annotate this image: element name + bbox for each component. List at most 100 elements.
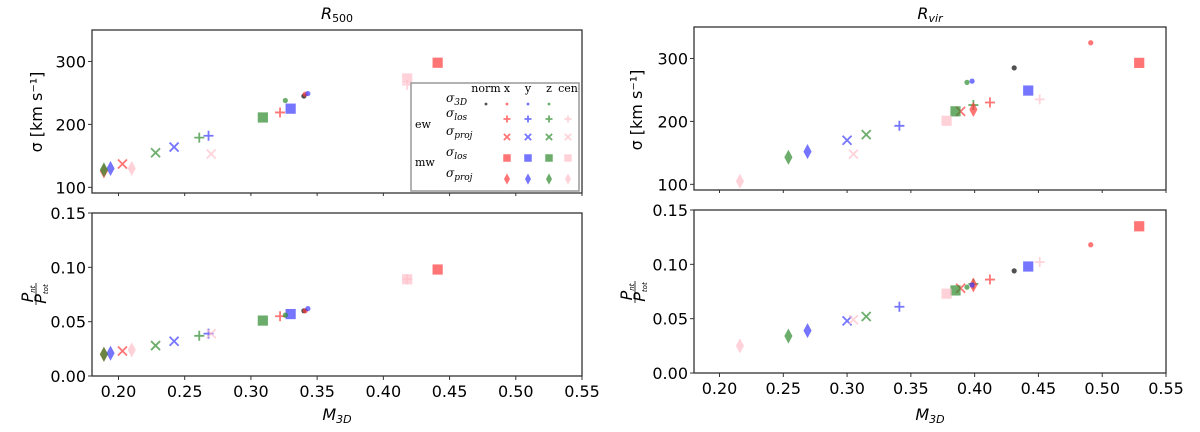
x-tick-label: 0.50 — [498, 382, 534, 401]
legend-group-label: mw — [415, 156, 435, 169]
legend-marker-ew-los-cen — [564, 115, 572, 123]
y-tick-label: 0.00 — [652, 364, 688, 383]
point-norm-3D-x — [1088, 40, 1094, 46]
point-mw-proj-cen — [127, 160, 136, 177]
x-tick-label: 0.55 — [1148, 379, 1184, 398]
point-mw-proj-y — [106, 160, 115, 177]
legend-row-label: σlos — [446, 145, 468, 162]
legend-marker-mw-los-x — [503, 154, 511, 162]
left-upper-panel: 100 200 300 — [55, 29, 583, 197]
legend-column-header: cen — [558, 82, 578, 95]
point-mw-los-x — [1134, 57, 1145, 68]
x-tick-label: 0.25 — [167, 382, 203, 401]
point-ew-proj-z — [861, 311, 872, 322]
point-ew-los-z — [194, 132, 205, 143]
point-mw-proj-z — [784, 149, 793, 165]
left-title: R500 — [321, 4, 353, 25]
point-norm-3D-y — [305, 90, 311, 97]
x-tick-label: 0.40 — [366, 382, 402, 401]
left-lower-ylabel: Pnt Ptot — [18, 283, 50, 305]
y-tick-label: 100 — [657, 175, 688, 194]
point-ew-proj-x — [117, 345, 128, 357]
y-tick-label: 0.00 — [50, 367, 86, 386]
legend-marker-ew-proj-cen — [564, 133, 572, 141]
right-title: Rvir — [917, 4, 944, 25]
point-norm-3D-y — [305, 306, 311, 312]
legend-column-header: y — [524, 82, 532, 95]
point-ew-proj-z — [150, 147, 161, 158]
y-tick-label: 0.10 — [50, 258, 86, 277]
x-tick-label: 0.30 — [829, 379, 865, 398]
point-mw-los-cen — [941, 288, 952, 299]
point-ew-los-x — [275, 107, 286, 118]
point-ew-los-y — [894, 120, 905, 131]
x-tick-label: 0.50 — [1084, 379, 1120, 398]
left-lower-panel: 0.00 0.05 0.10 0.15 0.20 0.25 0.30 0.35 0.40 0.45… — [50, 204, 599, 401]
right-lower-frame — [693, 209, 1167, 374]
legend-row-label: σproj — [446, 124, 473, 141]
point-norm-3D-y — [969, 282, 975, 288]
point-ew-proj-z — [150, 340, 161, 351]
point-ew-los-cen — [1034, 257, 1045, 268]
x-tick-label: 0.30 — [233, 382, 269, 401]
point-mw-los-cen — [402, 274, 413, 285]
legend-marker-mw-los-y — [524, 154, 532, 162]
legend-row-label: σ3D — [446, 91, 467, 108]
x-tick-label: 0.20 — [702, 379, 738, 398]
legend-marker-ew-proj-x — [503, 133, 511, 141]
y-tick-label: 0.05 — [652, 310, 688, 329]
y-tick-label: 300 — [657, 49, 688, 68]
point-mw-proj-cen — [735, 173, 744, 189]
legend-marker-norm-3D-x — [505, 102, 509, 106]
point-mw-los-y — [285, 103, 296, 114]
point-norm-3D-z — [282, 97, 288, 104]
left-xlabel: M3D — [322, 405, 351, 426]
x-tick-label: 0.20 — [101, 382, 137, 401]
point-mw-los-cen — [941, 115, 952, 126]
x-tick-label: 0.35 — [893, 379, 929, 398]
x-tick-label: 0.55 — [564, 382, 600, 401]
point-norm-3D-norm — [1011, 65, 1017, 71]
point-norm-3D-norm — [1011, 268, 1017, 274]
point-mw-proj-z — [99, 346, 108, 362]
point-norm-3D-z — [282, 312, 288, 318]
point-mw-los-z — [950, 285, 961, 296]
point-ew-proj-cen — [848, 314, 859, 325]
point-norm-3D-y — [969, 78, 975, 84]
y-tick-label: 100 — [55, 178, 86, 197]
x-tick-label: 0.25 — [765, 379, 801, 398]
legend-marker-mw-proj-z — [545, 173, 553, 185]
legend-marker-ew-los-x — [503, 115, 511, 123]
point-mw-los-x — [432, 264, 443, 275]
left-upper-frame — [91, 29, 583, 194]
legend-marker-ew-los-y — [524, 115, 532, 123]
right-lower-ylabel: Pnt Ptot — [617, 281, 649, 303]
legend-marker-ew-los-z — [545, 115, 553, 123]
point-ew-los-y — [203, 130, 214, 141]
right-upper-panel: 100 200 300 — [657, 26, 1167, 194]
point-ew-los-z — [194, 330, 205, 341]
point-mw-proj-z — [784, 328, 793, 344]
point-norm-3D-x — [1088, 242, 1094, 248]
legend-row-label: σproj — [446, 166, 473, 183]
point-norm-3D-z — [964, 79, 970, 85]
legend-column-header: norm — [471, 82, 501, 95]
point-ew-proj-cen — [206, 328, 217, 339]
left-lower-frame — [91, 212, 583, 377]
point-mw-los-z — [950, 106, 961, 117]
point-mw-proj-cen — [735, 338, 744, 354]
y-tick-label: 0.10 — [652, 255, 688, 274]
x-tick-label: 0.40 — [957, 379, 993, 398]
legend-marker-mw-proj-x — [503, 173, 511, 185]
x-tick-label: 0.45 — [432, 382, 468, 401]
x-tick-label: 0.35 — [299, 382, 335, 401]
point-mw-los-y — [1023, 85, 1034, 96]
point-ew-los-y — [894, 301, 905, 312]
right-lower-panel: 0.00 0.05 0.10 0.15 0.20 0.25 0.30 0.35 0.40 0.45… — [652, 201, 1183, 398]
svg-text:Ptot: Ptot — [630, 282, 649, 302]
point-ew-los-x — [984, 97, 995, 108]
svg-text:Pnt: Pnt — [18, 285, 37, 302]
legend-marker-norm-3D-y — [526, 102, 530, 106]
legend-marker-mw-proj-cen — [564, 173, 572, 185]
